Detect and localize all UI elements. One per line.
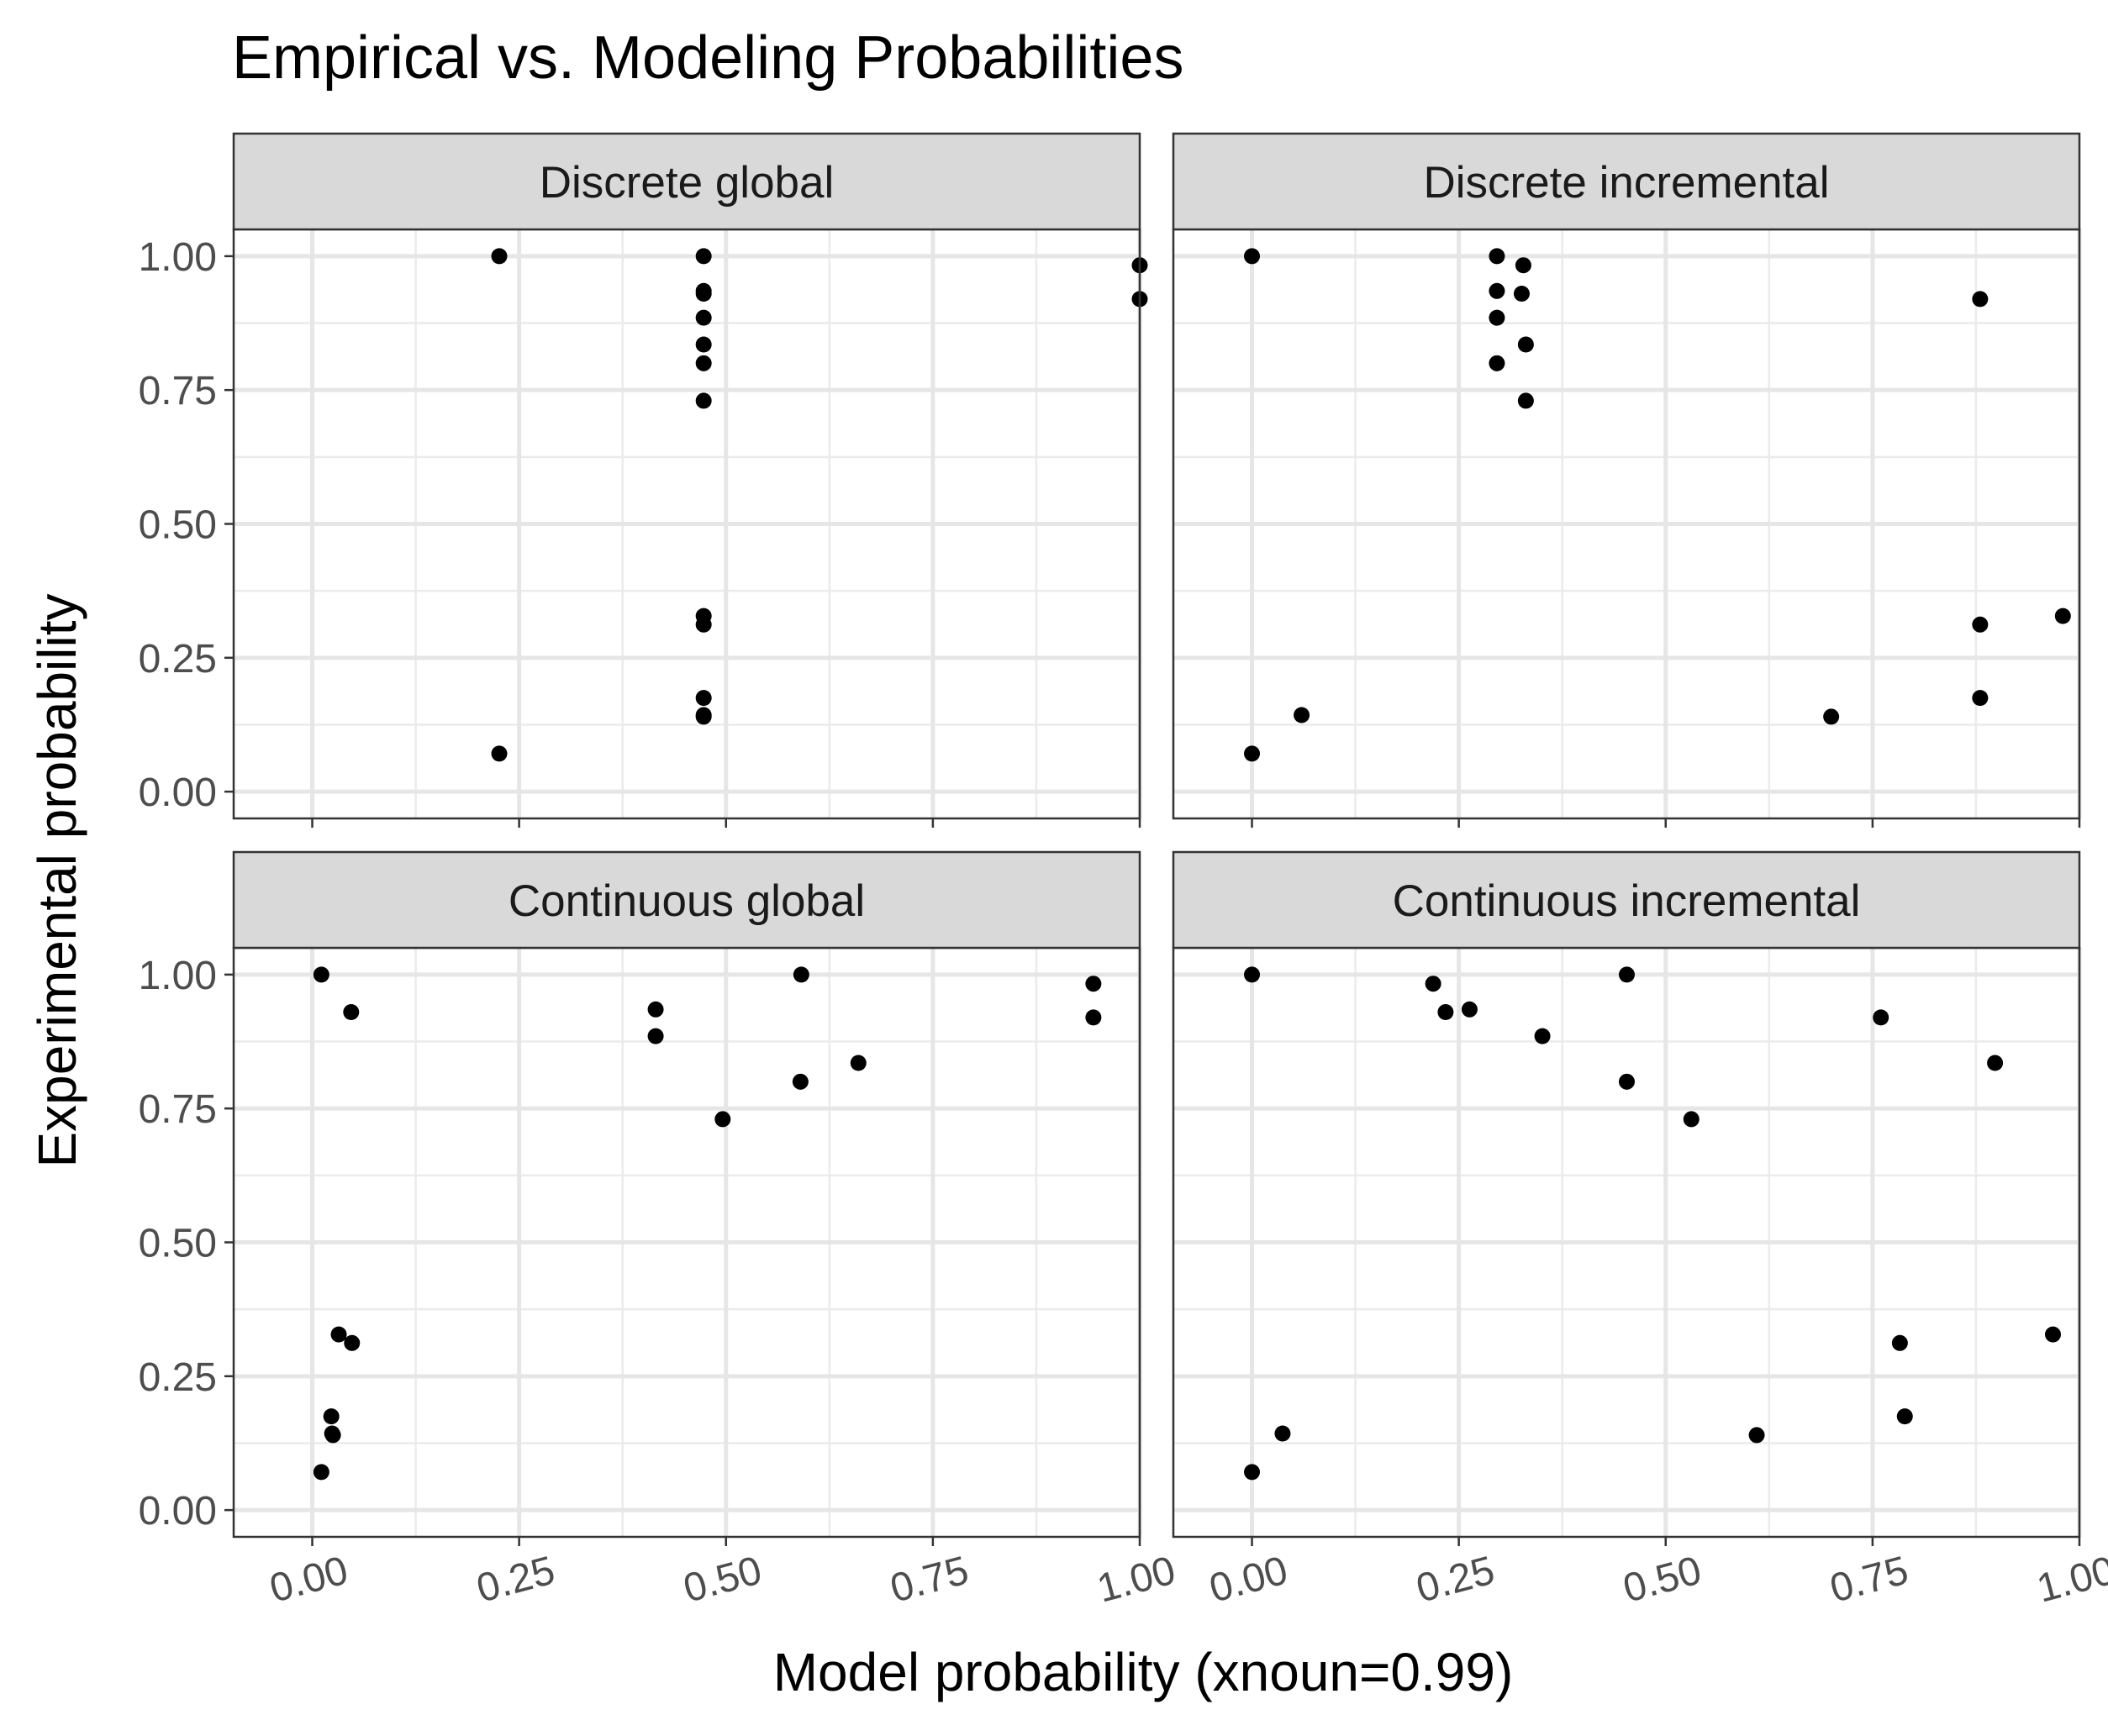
- data-point: [1618, 966, 1635, 983]
- data-point: [647, 1001, 664, 1018]
- data-point: [343, 1003, 360, 1020]
- data-point: [695, 248, 712, 265]
- y-tick-label: 0.50: [139, 503, 217, 548]
- data-point: [1244, 248, 1261, 265]
- data-point: [695, 616, 712, 633]
- data-point: [793, 966, 809, 983]
- data-point: [1244, 966, 1261, 983]
- panel-continuous-global: Continuous global0.000.250.500.751.000.0…: [139, 850, 1180, 1612]
- data-point: [1437, 1003, 1454, 1020]
- data-point: [1748, 1427, 1765, 1444]
- strip-background: [232, 850, 1141, 950]
- data-point: [1972, 291, 1989, 308]
- data-point: [1274, 1425, 1291, 1442]
- data-point: [491, 248, 508, 265]
- y-tick-label: 0.25: [139, 637, 217, 681]
- data-point: [1534, 1028, 1551, 1044]
- data-point: [695, 336, 712, 353]
- data-point: [647, 1028, 664, 1044]
- strip-label-discrete-global: Discrete global: [540, 158, 835, 208]
- data-point: [714, 1111, 731, 1128]
- data-point: [792, 1073, 809, 1090]
- data-point: [695, 392, 712, 409]
- data-point: [1972, 616, 1989, 633]
- panel-discrete-global: Discrete global 0.00 0.25 0.50 0.75 1.00: [139, 132, 1148, 828]
- data-point: [1823, 708, 1840, 725]
- y-tick-label: 0.50: [139, 1222, 217, 1266]
- y-tick-label: 0.75: [139, 369, 217, 413]
- strip-label-continuous-incremental: Continuous incremental: [1393, 876, 1861, 926]
- data-point: [1461, 1001, 1478, 1018]
- y-tick-label: 0.00: [139, 1489, 217, 1533]
- data-point: [1244, 1464, 1261, 1481]
- y-tick-label: 0.25: [139, 1355, 217, 1400]
- data-point: [1085, 1009, 1102, 1026]
- data-point: [1873, 1009, 1889, 1026]
- data-point: [1085, 976, 1102, 992]
- data-point: [313, 1464, 329, 1481]
- strip-label-continuous-global: Continuous global: [509, 876, 865, 926]
- x-axis-title: Model probability (xnoun=0.99): [773, 1642, 1514, 1702]
- data-point: [1489, 248, 1505, 265]
- data-point: [324, 1427, 341, 1444]
- data-point: [313, 966, 329, 983]
- data-point: [1425, 976, 1441, 992]
- chart-title: Empirical vs. Modeling Probabilities: [232, 24, 1183, 92]
- data-point: [1513, 285, 1530, 302]
- y-tick-label: 1.00: [139, 954, 217, 998]
- data-point: [1891, 1334, 1908, 1351]
- data-point: [1987, 1055, 2004, 1071]
- data-point: [850, 1055, 867, 1071]
- data-point: [344, 1334, 361, 1351]
- data-point: [2044, 1326, 2061, 1343]
- data-point: [1618, 1073, 1635, 1090]
- data-point: [1896, 1408, 1913, 1425]
- data-point: [330, 1326, 347, 1343]
- data-point: [1489, 282, 1505, 299]
- data-point: [1489, 309, 1505, 326]
- y-tick-label: 0.00: [139, 771, 217, 815]
- data-point: [1515, 257, 1531, 274]
- data-point: [1517, 392, 1534, 409]
- strip-background: [1172, 850, 2081, 950]
- data-point: [1489, 355, 1505, 371]
- data-point: [1294, 707, 1310, 723]
- data-point: [2054, 608, 2071, 624]
- data-point: [695, 690, 712, 707]
- strip-background: [232, 132, 1141, 231]
- data-point: [695, 285, 712, 302]
- data-point: [1683, 1111, 1700, 1128]
- data-point: [695, 309, 712, 326]
- strip-label-discrete-incremental: Discrete incremental: [1423, 158, 1829, 208]
- y-axis-title: Experimental probability: [27, 594, 87, 1168]
- data-point: [1517, 336, 1534, 353]
- data-point: [491, 745, 508, 762]
- data-point: [1972, 690, 1989, 707]
- strip-background: [1172, 132, 2081, 231]
- y-tick-label: 1.00: [139, 235, 217, 280]
- panel-discrete-incremental: Discrete incremental: [1172, 132, 2082, 828]
- y-tick-label: 0.75: [139, 1087, 217, 1132]
- data-point: [695, 355, 712, 371]
- facet-panels: Discrete global0.000.250.500.751.00Discr…: [139, 132, 2108, 1612]
- data-point: [1244, 745, 1261, 762]
- data-point: [695, 708, 712, 725]
- data-point: [323, 1408, 340, 1425]
